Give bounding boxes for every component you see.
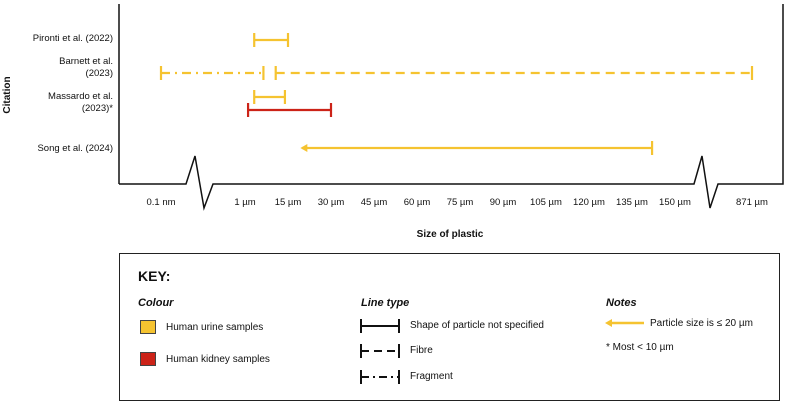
x-tick-label: 15 µm (275, 197, 302, 208)
y-axis-title: Citation (2, 76, 13, 113)
star-note: * Most < 10 µm (606, 342, 674, 353)
citation-label-barnett: Barnett et al. (2023) (59, 56, 113, 79)
citation-label-pironti: Pironti et al. (2022) (33, 33, 113, 44)
x-tick-label: 120 µm (573, 197, 605, 208)
kidney-label: Human kidney samples (166, 354, 270, 365)
notes-heading: Notes (606, 297, 637, 309)
citation-label-song: Song et al. (2024) (37, 143, 113, 154)
range-bar (253, 90, 287, 104)
line-dashdot-label: Fragment (410, 371, 453, 382)
range-bar (159, 66, 265, 80)
chart: Citation Size of plastic 0.1 nm 1 µm 15 µm… (2, 4, 784, 240)
x-tick-label: 150 µm (659, 197, 691, 208)
x-tick-label: 45 µm (361, 197, 388, 208)
arrow-note-icon (605, 319, 644, 327)
key-title: KEY: (138, 268, 171, 284)
line-solid-label: Shape of particle not specified (410, 320, 544, 331)
dashed-line-sample (360, 344, 400, 358)
line-type-samples (360, 319, 400, 384)
urine-label: Human urine samples (166, 322, 264, 333)
colour-heading: Colour (138, 297, 174, 309)
range-bar (274, 66, 754, 80)
x-axis-title: Size of plastic (417, 229, 484, 240)
arrow-note-label: Particle size is ≤ 20 µm (650, 318, 753, 329)
x-tick-label: 135 µm (616, 197, 648, 208)
x-tick-label: 60 µm (404, 197, 431, 208)
urine-swatch (140, 320, 156, 334)
key-box: KEY: Colour Human urine samples Human ki… (119, 253, 780, 401)
x-tick-label: 1 µm (234, 197, 255, 208)
line-dashed-label: Fibre (410, 345, 433, 356)
range-bar (300, 141, 654, 155)
x-tick-label: 75 µm (447, 197, 474, 208)
range-bar (246, 103, 333, 117)
kidney-swatch (140, 352, 156, 366)
citation-label-massardo: Massardo et al. (2023)* (48, 91, 113, 114)
line-type-heading: Line type (361, 297, 410, 309)
x-axis-line (119, 4, 784, 211)
x-tick-label: 105 µm (530, 197, 562, 208)
x-tick-label: 90 µm (490, 197, 517, 208)
x-tick-label: 30 µm (318, 197, 345, 208)
range-arrowhead (300, 144, 308, 152)
solid-line-sample (360, 319, 400, 333)
x-tick-label: 0.1 nm (146, 197, 175, 208)
x-tick-label: 871 µm (736, 197, 768, 208)
range-bar (253, 33, 290, 47)
dash-dot-line-sample (360, 370, 400, 384)
